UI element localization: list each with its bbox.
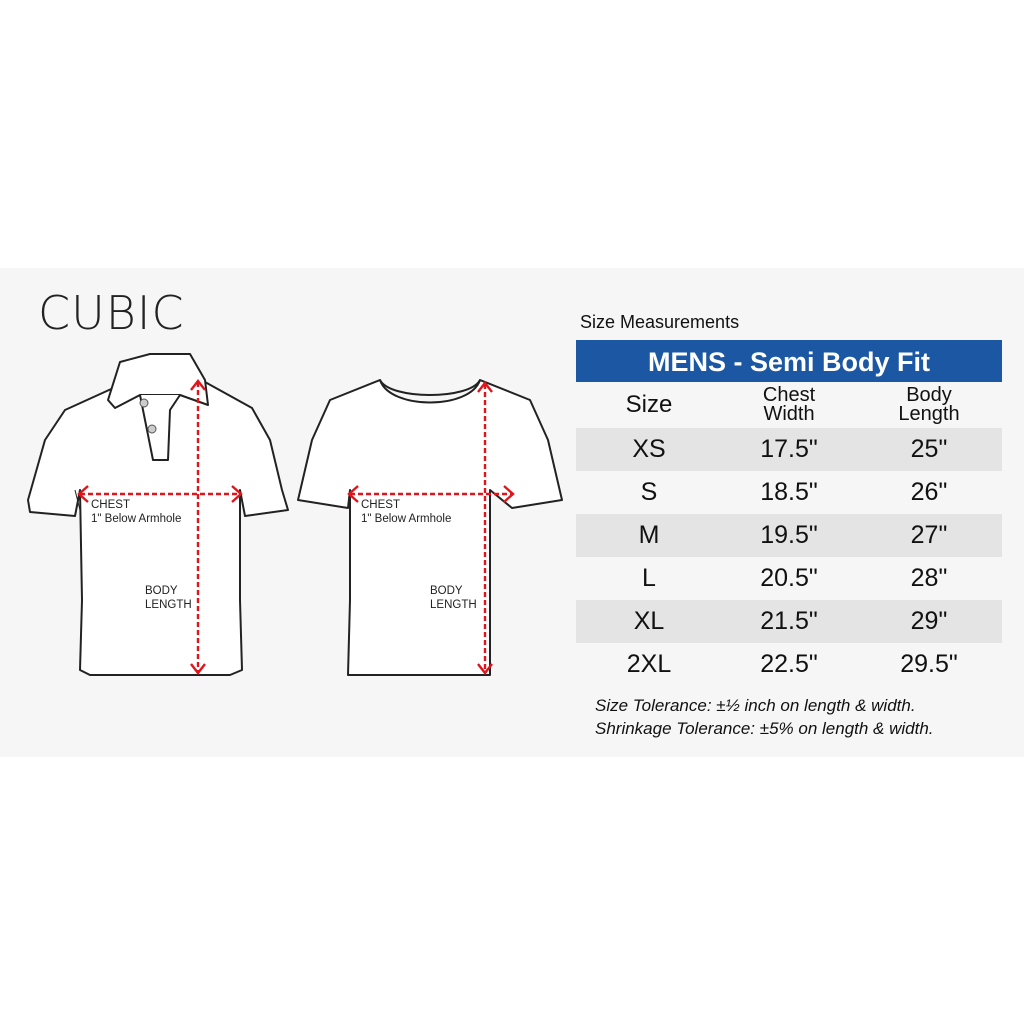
- chest-cell: 21.5": [760, 607, 818, 635]
- chest-cell: 18.5": [760, 478, 818, 506]
- size-tolerance-note: Size Tolerance: ±½ inch on length & widt…: [595, 696, 916, 715]
- chest-cell: 20.5": [760, 564, 818, 592]
- table-row: XL 21.5" 29": [576, 600, 1002, 643]
- tshirt-chest-sublabel: 1" Below Armhole: [361, 513, 452, 525]
- brand-logo: CUBIC: [38, 286, 185, 340]
- size-cell: L: [642, 564, 656, 592]
- chest-cell: 22.5": [760, 650, 818, 678]
- size-cell: XS: [632, 435, 666, 463]
- size-chart-title: MENS - Semi Body Fit: [576, 340, 1002, 382]
- length-cell: 29": [910, 607, 948, 635]
- size-cell: S: [640, 478, 658, 506]
- polo-measure-arrows: [77, 379, 243, 675]
- polo-chest-label: CHEST: [91, 499, 130, 511]
- header-length-line2: Length: [898, 403, 960, 425]
- polo-chest-sublabel: 1" Below Armhole: [91, 513, 182, 525]
- table-row: XS 17.5" 25": [576, 428, 1002, 471]
- size-cell: XL: [633, 607, 665, 635]
- header-size: Size: [625, 391, 673, 418]
- shrinkage-tolerance-note: Shrinkage Tolerance: ±5% on length & wid…: [595, 719, 934, 738]
- tshirt-length-label-2: LENGTH: [430, 599, 477, 611]
- polo-length-label-2: LENGTH: [145, 599, 192, 611]
- size-cell: M: [638, 521, 660, 549]
- tshirt-measure-arrows: [347, 381, 515, 675]
- size-chart-table: MENS - Semi Body Fit Size Chest Width Bo…: [576, 340, 1002, 686]
- table-row: M 19.5" 27": [576, 514, 1002, 557]
- table-row: L 20.5" 28": [576, 557, 1002, 600]
- header-body-length: Body Length: [856, 384, 1002, 425]
- length-cell: 28": [910, 564, 948, 592]
- tshirt-length-label: BODY: [430, 585, 463, 597]
- table-row: 2XL 22.5" 29.5": [576, 643, 1002, 686]
- chest-cell: 17.5": [760, 435, 818, 463]
- tshirt-chest-label: CHEST: [361, 499, 400, 511]
- polo-length-label: BODY: [145, 585, 178, 597]
- size-measurements-caption: Size Measurements: [580, 312, 740, 332]
- polo-shirt-diagram: [27, 353, 289, 676]
- chest-cell: 19.5": [760, 521, 818, 549]
- length-cell: 27": [910, 521, 948, 549]
- length-cell: 29.5": [900, 650, 958, 678]
- header-chest-width: Chest Width: [722, 384, 856, 425]
- header-chest-line2: Width: [763, 403, 815, 425]
- length-cell: 25": [910, 435, 948, 463]
- size-cell: 2XL: [626, 650, 672, 678]
- header-length-line1: Body: [906, 384, 952, 406]
- header-chest-line1: Chest: [762, 384, 816, 406]
- table-header-row: Size Chest Width Body Length: [576, 382, 1002, 428]
- length-cell: 26": [910, 478, 948, 506]
- table-row: S 18.5" 26": [576, 471, 1002, 514]
